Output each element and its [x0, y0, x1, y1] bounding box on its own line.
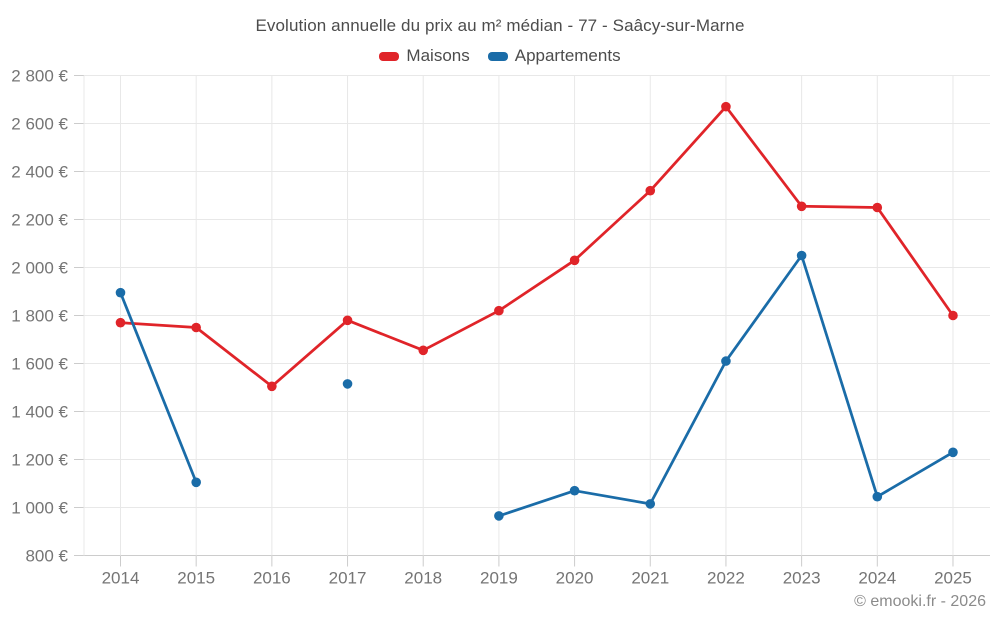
data-point-maisons-2018: [418, 345, 429, 356]
data-point-maisons-2022: [721, 101, 731, 112]
y-tick-label: 2 400 €: [11, 163, 68, 182]
data-point-appartements-2015: [191, 477, 201, 488]
legend-label-maisons: Maisons: [406, 46, 470, 65]
x-tick-label: 2021: [631, 569, 669, 588]
data-point-appartements-2014: [115, 287, 126, 298]
x-tick-label: 2018: [404, 569, 442, 588]
data-point-maisons-2017: [342, 315, 353, 326]
y-tick-label: 800 €: [25, 547, 68, 566]
y-tick-label: 1 200 €: [11, 451, 68, 470]
data-point-maisons-2020: [569, 255, 580, 266]
x-tick-label: 2022: [707, 569, 745, 588]
data-point-appartements-2020: [569, 485, 580, 496]
legend-item-maisons[interactable]: Maisons: [379, 46, 470, 66]
x-tick-label: 2020: [556, 569, 594, 588]
y-tick-label: 1 400 €: [11, 403, 68, 422]
series-line-maisons: [119, 105, 955, 388]
data-point-maisons-2021: [645, 185, 656, 196]
x-tick-label: 2015: [177, 569, 215, 588]
legend-label-appartements: Appartements: [514, 46, 621, 65]
data-point-appartements-2017: [342, 379, 353, 389]
data-point-appartements-2022: [721, 356, 731, 366]
data-point-maisons-2019: [494, 305, 504, 316]
data-point-appartements-2021: [645, 499, 656, 509]
y-tick-label: 1 800 €: [11, 307, 68, 326]
x-tick-label: 2025: [934, 569, 972, 588]
data-point-appartements-2023: [796, 250, 807, 261]
x-tick-label: 2024: [858, 569, 896, 588]
maisons-series-swatch-icon: [379, 51, 400, 61]
x-tick-label: 2017: [329, 569, 367, 588]
y-tick-label: 2 800 €: [11, 67, 68, 86]
series-line-appartements: [119, 291, 198, 484]
data-point-appartements-2025: [948, 447, 958, 458]
x-tick-label: 2023: [783, 569, 821, 588]
y-tick-label: 2 200 €: [11, 211, 68, 230]
appartements-series-swatch-icon: [487, 51, 508, 61]
y-tick-label: 2 000 €: [11, 259, 68, 278]
chart-title: Evolution annuelle du prix au m² médian …: [255, 16, 745, 35]
credit-text: © emooki.fr - 2026: [854, 593, 986, 610]
x-tick-label: 2014: [102, 569, 140, 588]
y-tick-label: 1 600 €: [11, 355, 68, 374]
chart-legend: Maisons Appartements: [0, 45, 1000, 67]
data-point-maisons-2024: [872, 202, 883, 213]
x-tick-label: 2019: [480, 569, 518, 588]
legend-item-appartements[interactable]: Appartements: [487, 46, 621, 66]
data-point-maisons-2016: [267, 381, 277, 392]
x-tick-label: 2016: [253, 569, 291, 588]
y-tick-label: 2 600 €: [11, 115, 68, 134]
data-point-maisons-2023: [796, 201, 807, 212]
data-point-appartements-2019: [494, 511, 504, 521]
data-point-maisons-2014: [115, 317, 126, 328]
data-point-appartements-2024: [872, 491, 883, 502]
data-point-maisons-2015: [191, 322, 201, 333]
y-tick-label: 1 000 €: [11, 499, 68, 518]
data-point-maisons-2025: [948, 310, 958, 321]
